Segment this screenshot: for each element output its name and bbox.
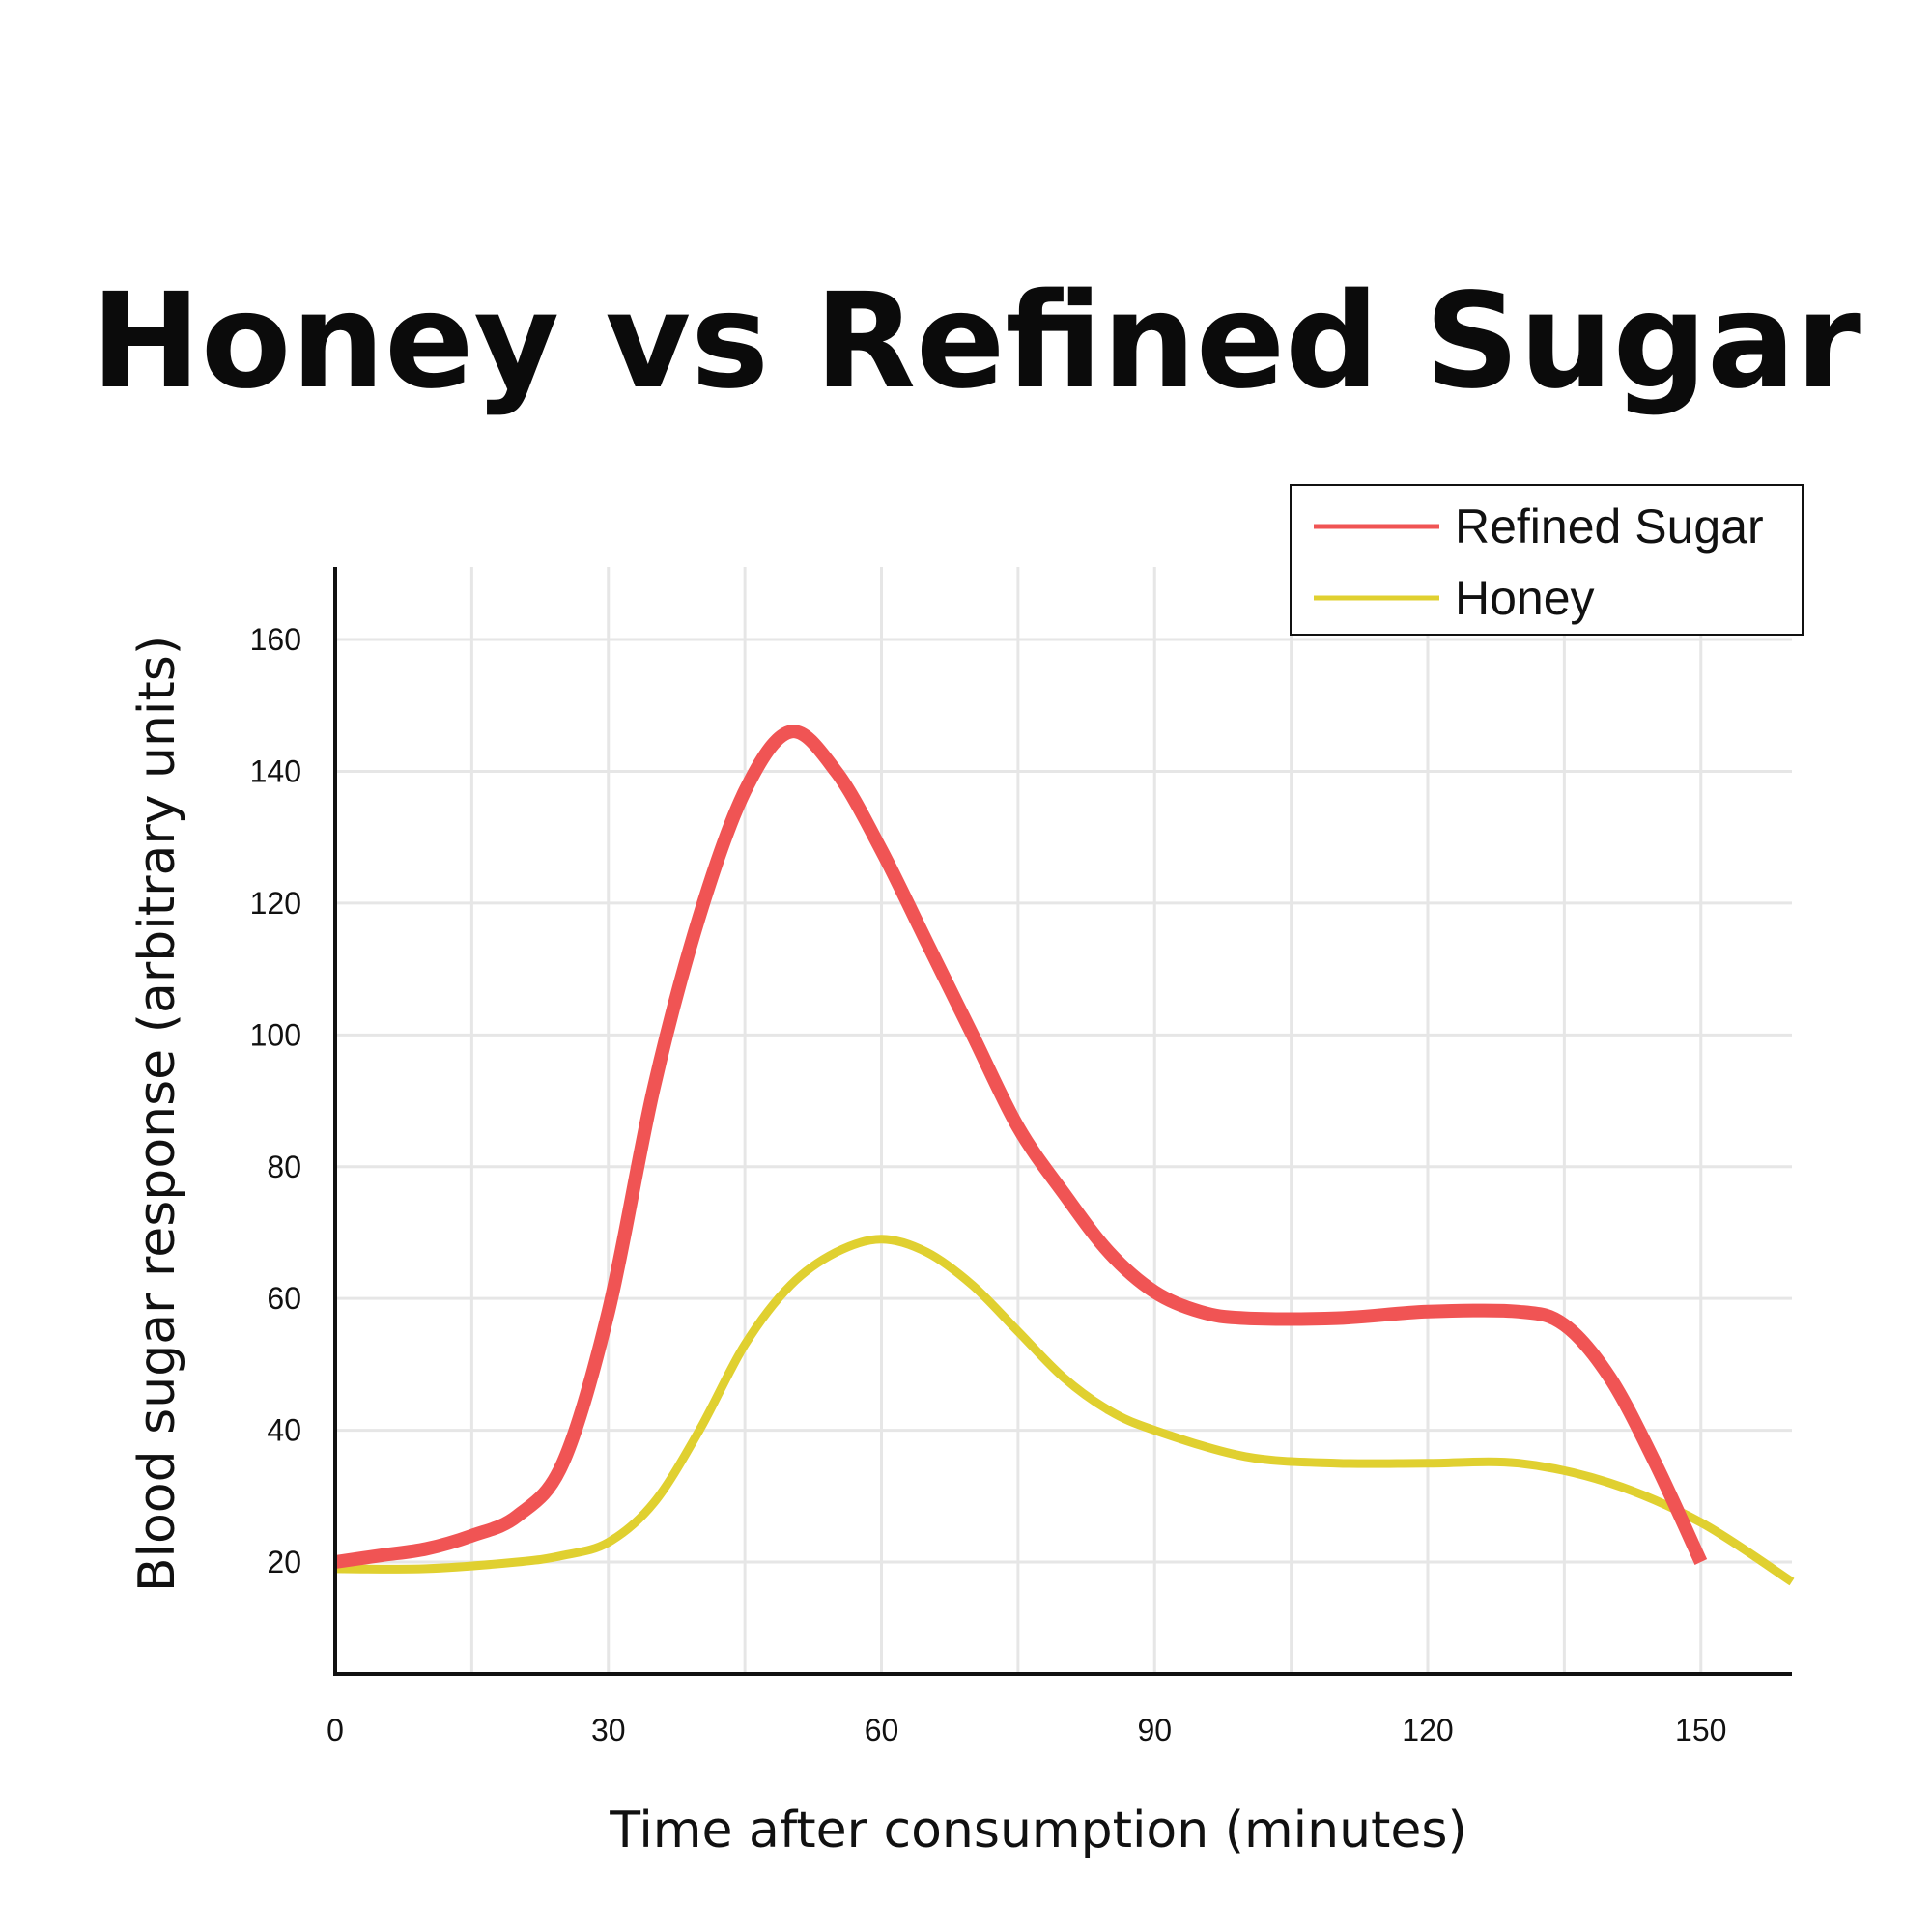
y-tick-label: 60 — [267, 1281, 301, 1316]
series-line-honey — [334, 1235, 1795, 1586]
legend-label: Honey — [1455, 571, 1595, 625]
y-tick-label: 20 — [267, 1545, 301, 1579]
x-tick-label: 60 — [865, 1713, 899, 1747]
x-axis-label: Time after consumption (minutes) — [609, 1802, 1467, 1860]
x-tick-label: 30 — [591, 1713, 626, 1747]
x-tick-label: 0 — [327, 1713, 344, 1747]
y-tick-label: 120 — [250, 886, 301, 921]
x-tick-label: 120 — [1402, 1713, 1453, 1747]
axes — [333, 567, 1792, 1676]
y-tick-label: 100 — [250, 1017, 301, 1052]
legend-box — [1290, 484, 1804, 636]
series-lines — [334, 724, 1795, 1586]
grid — [335, 567, 1792, 1674]
y-tick-label: 140 — [250, 753, 301, 788]
legend: Refined Sugar Honey — [1290, 484, 1804, 636]
chart-title: Honey vs Refined Sugar — [91, 266, 1861, 418]
y-tick-label: 80 — [267, 1150, 301, 1184]
x-tick-labels: 0 30 60 90 120 150 — [327, 1713, 1726, 1747]
y-axis-label: Blood sugar response (arbitrary units) — [128, 636, 186, 1592]
y-tick-labels: 20 40 60 80 100 120 140 160 — [250, 622, 301, 1579]
y-tick-label: 40 — [267, 1413, 301, 1448]
x-tick-label: 90 — [1137, 1713, 1172, 1747]
y-tick-label: 160 — [250, 622, 301, 657]
series-line-refined-sugar — [334, 724, 1708, 1569]
x-tick-label: 150 — [1675, 1713, 1726, 1747]
legend-label: Refined Sugar — [1455, 499, 1764, 554]
